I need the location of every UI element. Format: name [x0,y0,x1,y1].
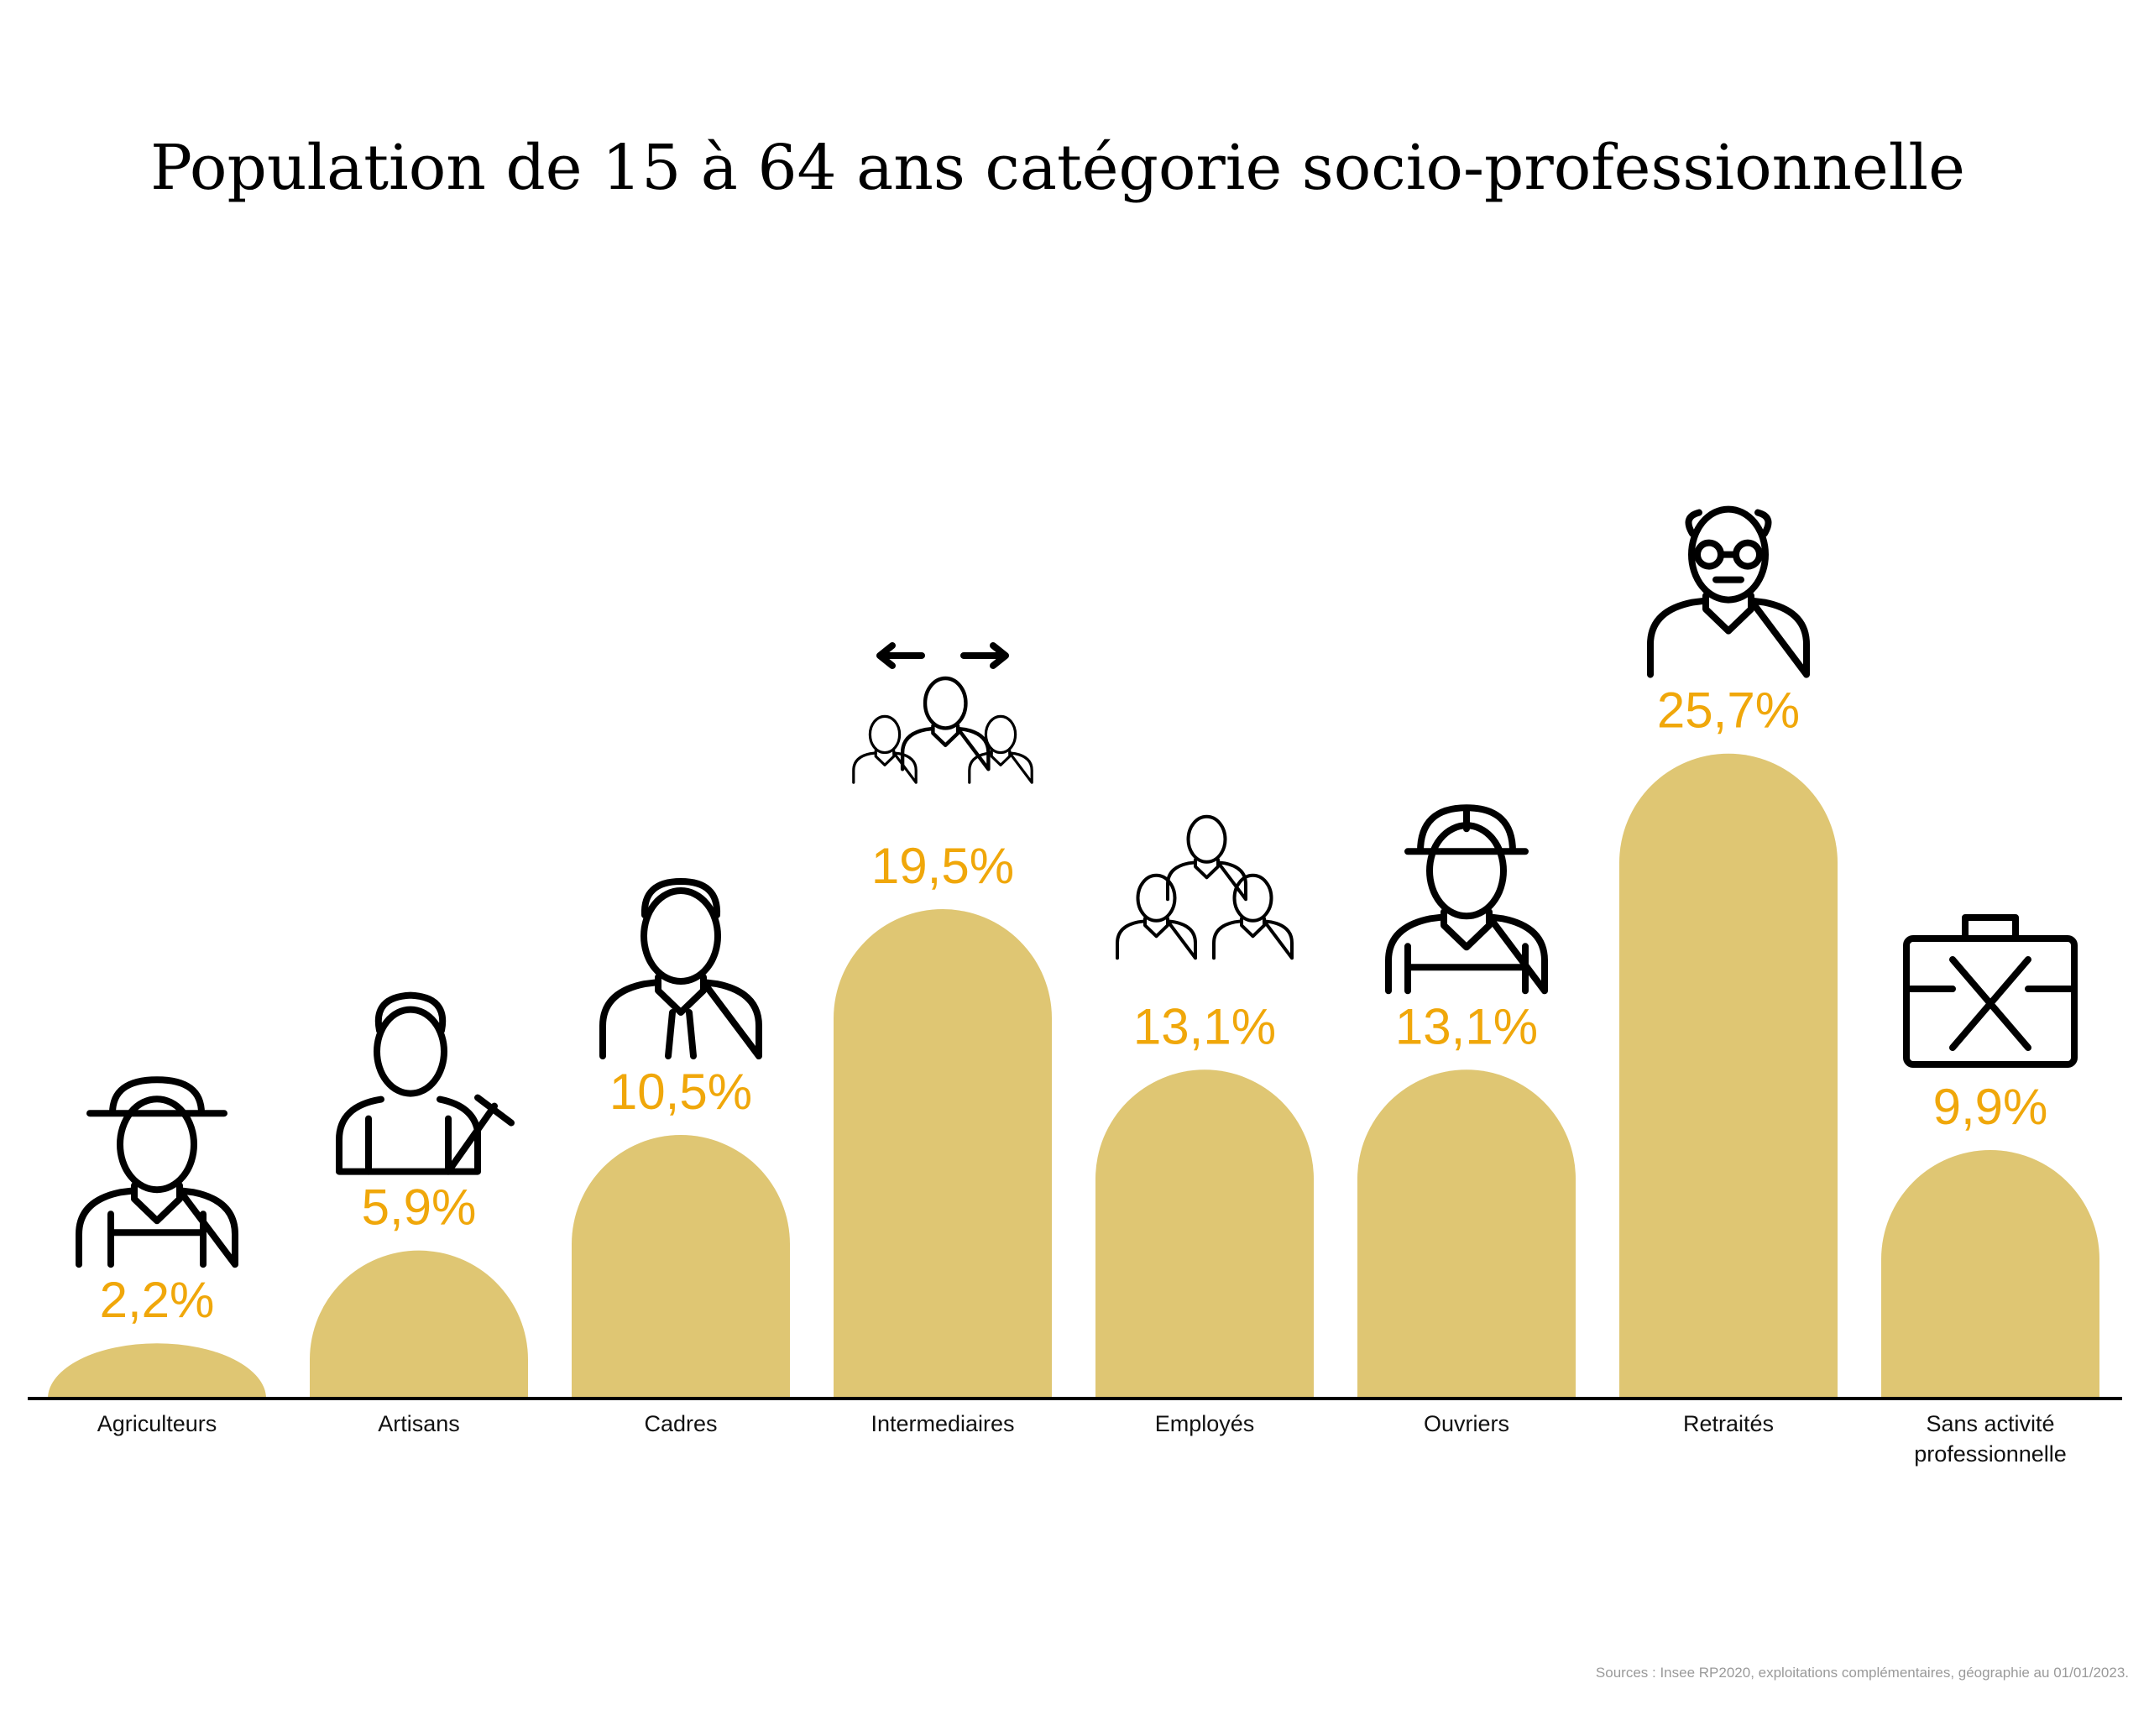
bar-intermediaires [834,909,1052,1399]
bar-artisans [310,1250,528,1399]
chart-title: Population de 15 à 64 ans catégorie soci… [150,132,1965,204]
intermediate-professions-icon [852,641,1033,784]
category-label: Sans activité professionnelle [1914,1411,2067,1467]
value-label: 13,1% [1395,998,1538,1054]
source-note: Sources : Insee RP2020, exploitations co… [1596,1665,2129,1681]
value-label: 19,5% [871,838,1014,894]
worker-icon [1385,804,1548,995]
no-activity-briefcase-icon [1903,913,2078,1068]
bar-agriculteurs [48,1343,266,1399]
manager-icon [599,878,762,1060]
bar-cadres [572,1135,790,1399]
bar-retrait-s [1619,753,1838,1399]
category-label: Cadres [644,1411,717,1436]
value-label: 9,9% [1933,1079,2048,1135]
value-label: 10,5% [609,1064,752,1120]
bar-ouvriers [1357,1069,1576,1399]
category-label: Employés [1155,1411,1255,1436]
category-label: Intermediaires [871,1411,1014,1436]
category-label: Agriculteurs [97,1411,217,1436]
retiree-icon [1647,505,1810,678]
value-label: 13,1% [1133,998,1276,1054]
value-label: 2,2% [100,1272,215,1328]
employees-icon [1116,814,1294,960]
bar-sans-activit-professionnelle [1881,1149,2099,1399]
value-label: 5,9% [362,1179,477,1236]
category-label: Artisans [378,1411,460,1436]
bar-employ-s [1095,1069,1314,1399]
category-label: Retraités [1683,1411,1774,1436]
craftsman-icon [336,991,515,1175]
category-label: Ouvriers [1424,1411,1509,1436]
value-label: 25,7% [1657,682,1800,739]
farmer-icon [76,1076,238,1268]
